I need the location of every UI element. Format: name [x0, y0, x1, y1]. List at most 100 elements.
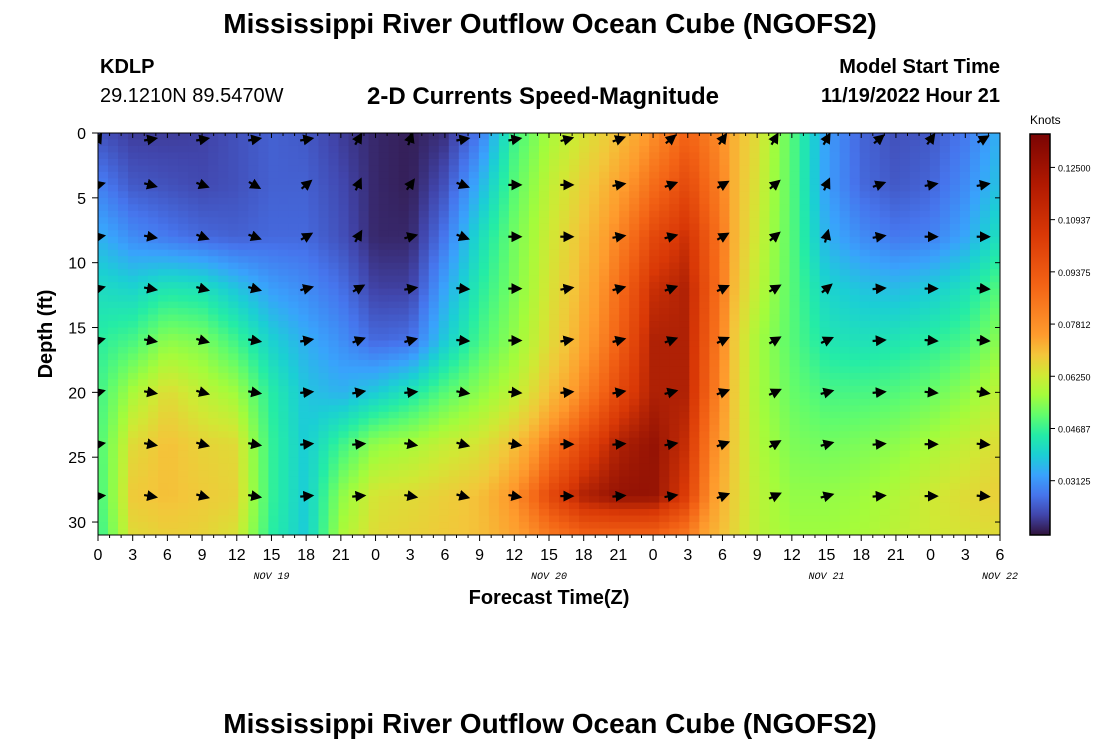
heatmap-cell — [969, 463, 981, 471]
heatmap-cell — [418, 444, 430, 452]
heatmap-cell — [468, 359, 480, 368]
heatmap-cell — [388, 165, 400, 173]
heatmap-cell — [679, 463, 690, 471]
heatmap-cell — [679, 243, 690, 251]
heatmap-cell — [218, 489, 229, 497]
heatmap-cell — [569, 457, 580, 465]
heatmap-cell — [488, 372, 500, 380]
heatmap-cell — [228, 431, 239, 439]
heatmap-cell — [879, 204, 891, 212]
heatmap-cell — [98, 133, 109, 141]
heatmap-cell — [138, 288, 149, 296]
heatmap-cell — [488, 398, 500, 406]
heatmap-cell — [679, 301, 690, 309]
heatmap-cell — [528, 366, 540, 374]
heatmap-cell — [118, 230, 129, 238]
heatmap-cell — [719, 204, 730, 212]
heatmap-cell — [228, 165, 239, 173]
heatmap-cell — [589, 275, 600, 283]
heatmap-cell — [639, 424, 650, 432]
heatmap-cell — [158, 489, 169, 497]
heatmap-cell — [278, 133, 290, 141]
heatmap-cell — [538, 353, 550, 361]
heatmap-cell — [719, 418, 730, 426]
heatmap-cell — [258, 405, 269, 413]
heatmap-cell — [599, 457, 610, 465]
heatmap-cell — [248, 405, 259, 413]
heatmap-cell — [769, 165, 781, 173]
heatmap-cell — [498, 158, 510, 167]
heatmap-cell — [168, 340, 179, 348]
heatmap-cell — [288, 385, 300, 393]
heatmap-cell — [869, 366, 881, 374]
heatmap-cell — [729, 158, 741, 167]
heatmap-cell — [889, 171, 901, 179]
heatmap-cell — [218, 353, 229, 361]
heatmap-cell — [589, 197, 600, 205]
heatmap-cell — [518, 470, 530, 478]
heatmap-cell — [799, 372, 811, 380]
heatmap-cell — [428, 398, 440, 406]
heatmap-cell — [158, 483, 169, 491]
heatmap-cell — [528, 133, 540, 141]
heatmap-cell — [959, 301, 971, 309]
heatmap-cell — [639, 418, 650, 426]
heatmap-cell — [759, 139, 771, 147]
heatmap-cell — [388, 346, 400, 355]
heatmap-cell — [318, 158, 330, 167]
heatmap-cell — [679, 223, 690, 231]
heatmap-cell — [549, 314, 560, 322]
heatmap-cell — [669, 191, 680, 199]
heatmap-cell — [108, 243, 119, 251]
heatmap-cell — [809, 165, 821, 173]
heatmap-cell — [659, 210, 670, 218]
heatmap-cell — [649, 158, 660, 167]
heatmap-cell — [909, 321, 921, 329]
heatmap-cell — [889, 301, 901, 309]
heatmap-cell — [979, 171, 991, 179]
heatmap-cell — [629, 359, 640, 368]
heatmap-cell — [268, 463, 279, 471]
heatmap-cell — [198, 269, 209, 277]
heatmap-cell — [659, 191, 670, 199]
heatmap-cell — [679, 210, 690, 218]
heatmap-cell — [949, 418, 961, 426]
heatmap-cell — [398, 256, 410, 264]
heatmap-cell — [749, 418, 761, 426]
heatmap-cell — [639, 327, 650, 335]
heatmap-cell — [468, 217, 480, 225]
heatmap-cell — [689, 223, 700, 231]
heatmap-cell — [158, 178, 169, 186]
heatmap-cell — [108, 392, 119, 400]
heatmap-cell — [669, 359, 680, 368]
heatmap-cell — [679, 249, 690, 257]
heatmap-cell — [518, 346, 530, 355]
heatmap-cell — [498, 210, 510, 218]
heatmap-cell — [709, 450, 720, 458]
heatmap-cell — [358, 476, 370, 484]
heatmap-cell — [248, 275, 259, 283]
heatmap-cell — [438, 308, 450, 316]
heatmap-cell — [388, 262, 400, 270]
heatmap-cell — [809, 359, 821, 368]
heatmap-cell — [238, 379, 249, 387]
heatmap-cell — [659, 450, 670, 458]
heatmap-cell — [248, 269, 259, 277]
heatmap-cell — [829, 359, 841, 368]
heatmap-cell — [789, 178, 801, 186]
heatmap-cell — [208, 334, 219, 342]
heatmap-cell — [288, 483, 300, 491]
heatmap-cell — [849, 197, 861, 205]
heatmap-cell — [218, 340, 229, 348]
heatmap-cell — [709, 282, 720, 290]
heatmap-cell — [799, 418, 811, 426]
heatmap-cell — [208, 262, 219, 270]
heatmap-cell — [829, 470, 841, 478]
heatmap-cell — [749, 450, 761, 458]
heatmap-cell — [599, 385, 610, 393]
heatmap-cell — [979, 158, 991, 167]
heatmap-cell — [108, 269, 119, 277]
heatmap-cell — [959, 288, 971, 296]
heatmap-cell — [759, 178, 771, 186]
heatmap-cell — [809, 145, 821, 154]
